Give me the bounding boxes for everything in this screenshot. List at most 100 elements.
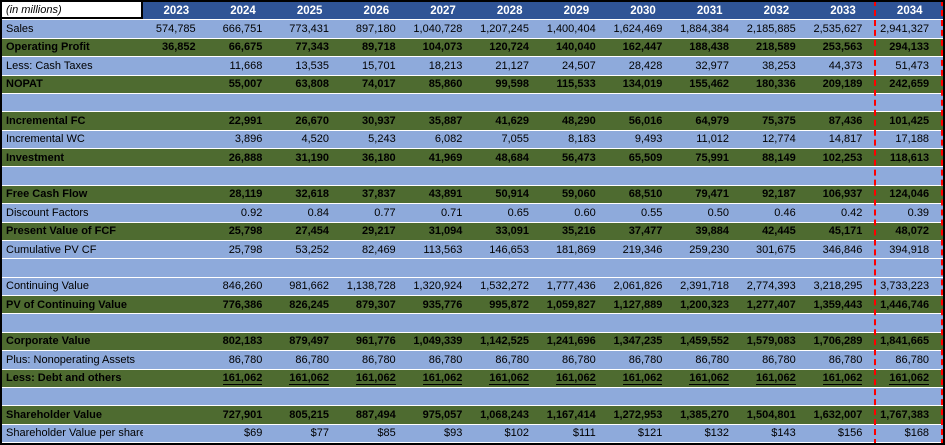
row-label[interactable]: Continuing Value: [6, 280, 89, 293]
table-cell[interactable]: 1,142,525: [480, 335, 530, 348]
table-cell[interactable]: 37,477: [628, 225, 663, 238]
table-cell[interactable]: [276, 167, 343, 184]
table-cell[interactable]: 1,347,235: [613, 335, 663, 348]
table-cell[interactable]: 75,991: [695, 151, 730, 164]
table-cell[interactable]: 1,459,552: [680, 335, 730, 348]
table-cell[interactable]: 24,507: [562, 59, 596, 72]
table-cell[interactable]: 51,473: [895, 59, 930, 72]
table-cell[interactable]: [743, 167, 810, 184]
table-cell[interactable]: 1,040,728: [413, 23, 463, 36]
table-cell[interactable]: [143, 259, 210, 276]
table-cell[interactable]: 1,706,289: [813, 335, 863, 348]
table-cell[interactable]: 86,780: [362, 353, 396, 366]
table-cell[interactable]: 53,252: [295, 243, 330, 256]
table-cell[interactable]: 0.42: [840, 206, 863, 219]
spacer-label[interactable]: [2, 94, 143, 111]
table-cell[interactable]: [210, 388, 277, 405]
table-cell[interactable]: 1,049,339: [413, 335, 463, 348]
table-cell[interactable]: [343, 259, 410, 276]
table-cell[interactable]: 15,701: [362, 59, 396, 72]
table-cell[interactable]: 2,391,718: [680, 280, 730, 293]
table-cell[interactable]: 161,062: [689, 371, 730, 385]
row-label[interactable]: Sales: [6, 23, 34, 36]
table-cell[interactable]: 161,062: [289, 371, 330, 385]
table-cell[interactable]: 846,260: [222, 280, 263, 293]
table-cell[interactable]: 28,428: [628, 59, 663, 72]
table-cell[interactable]: 0.71: [440, 206, 463, 219]
table-cell[interactable]: 209,189: [822, 78, 863, 91]
table-cell[interactable]: 161,062: [622, 371, 663, 385]
table-cell[interactable]: 0.46: [774, 206, 796, 219]
spacer-label[interactable]: [2, 314, 143, 331]
table-cell[interactable]: [143, 241, 210, 258]
table-cell[interactable]: 1,841,665: [880, 335, 930, 348]
table-cell[interactable]: 59,060: [562, 188, 596, 201]
table-cell[interactable]: [343, 167, 410, 184]
table-cell[interactable]: 26,670: [295, 114, 330, 127]
table-cell[interactable]: 11,012: [696, 133, 730, 146]
table-cell[interactable]: 56,016: [628, 114, 663, 127]
table-cell[interactable]: 28,119: [229, 188, 263, 201]
table-cell[interactable]: [143, 204, 210, 221]
table-cell[interactable]: [676, 259, 743, 276]
table-cell[interactable]: 188,438: [689, 41, 730, 54]
table-cell[interactable]: [410, 388, 477, 405]
table-cell[interactable]: [143, 131, 210, 148]
table-cell[interactable]: 13,535: [295, 59, 330, 72]
table-cell[interactable]: $156: [837, 427, 863, 440]
table-cell[interactable]: 1,127,889: [613, 298, 663, 311]
table-cell[interactable]: 1,241,696: [546, 335, 596, 348]
table-cell[interactable]: 301,675: [755, 243, 796, 256]
table-cell[interactable]: [143, 186, 210, 203]
table-cell[interactable]: [476, 388, 543, 405]
table-cell[interactable]: $102: [504, 427, 530, 440]
table-cell[interactable]: 161,062: [222, 371, 263, 385]
table-cell[interactable]: [143, 296, 210, 313]
table-cell[interactable]: 104,073: [422, 41, 463, 54]
table-cell[interactable]: [676, 167, 743, 184]
table-cell[interactable]: 161,062: [755, 371, 796, 385]
table-cell[interactable]: $132: [704, 427, 730, 440]
table-cell[interactable]: 14,817: [828, 133, 863, 146]
table-cell[interactable]: 115,533: [556, 78, 596, 91]
table-cell[interactable]: 0.60: [574, 206, 596, 219]
table-cell[interactable]: 8,183: [568, 133, 596, 146]
table-cell[interactable]: 7,055: [501, 133, 530, 146]
table-cell[interactable]: 666,751: [222, 23, 263, 36]
table-cell[interactable]: 86,780: [295, 353, 330, 366]
table-cell[interactable]: [810, 388, 877, 405]
column-header-2032[interactable]: 2032: [743, 2, 810, 20]
table-cell[interactable]: [476, 94, 543, 111]
table-cell[interactable]: [143, 406, 210, 423]
table-cell[interactable]: 85,860: [428, 78, 463, 91]
table-cell[interactable]: 2,061,826: [613, 280, 663, 293]
column-header-2033[interactable]: 2033: [809, 2, 877, 20]
table-cell[interactable]: [410, 259, 477, 276]
table-cell[interactable]: 802,183: [222, 335, 263, 348]
table-cell[interactable]: 29,217: [362, 225, 396, 238]
table-cell[interactable]: 887,494: [355, 408, 396, 421]
table-cell[interactable]: 253,563: [822, 41, 863, 54]
table-cell[interactable]: 1,068,243: [480, 408, 530, 421]
table-cell[interactable]: 99,598: [495, 78, 530, 91]
table-cell[interactable]: 3,733,223: [880, 280, 930, 293]
table-cell[interactable]: 32,977: [695, 59, 730, 72]
table-cell[interactable]: [610, 94, 677, 111]
table-cell[interactable]: [876, 94, 943, 111]
table-cell[interactable]: 2,535,627: [813, 23, 863, 36]
table-cell[interactable]: [276, 259, 343, 276]
table-cell[interactable]: $85: [377, 427, 396, 440]
table-cell[interactable]: 44,373: [828, 59, 863, 72]
table-cell[interactable]: [876, 314, 943, 331]
table-cell[interactable]: 1,446,746: [880, 298, 930, 311]
table-cell[interactable]: [143, 57, 210, 74]
table-cell[interactable]: 86,780: [428, 353, 463, 366]
table-cell[interactable]: 394,918: [889, 243, 930, 256]
table-cell[interactable]: [143, 167, 210, 184]
table-cell[interactable]: [143, 333, 210, 350]
table-cell[interactable]: [810, 259, 877, 276]
table-cell[interactable]: 65,509: [628, 151, 663, 164]
table-cell[interactable]: 773,431: [289, 23, 330, 36]
table-cell[interactable]: 31,190: [295, 151, 330, 164]
table-cell[interactable]: 102,253: [822, 151, 863, 164]
